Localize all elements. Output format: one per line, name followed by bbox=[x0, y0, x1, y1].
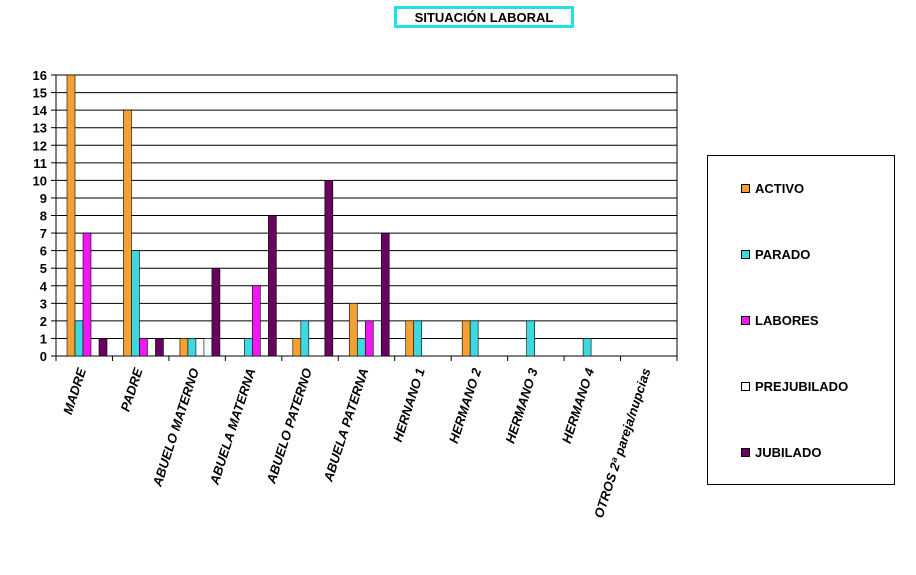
legend-label: PARADO bbox=[755, 246, 811, 262]
legend-label: PREJUBILADO bbox=[755, 378, 849, 394]
y-tick-label: 8 bbox=[40, 209, 47, 224]
legend-label: LABORES bbox=[755, 312, 819, 328]
legend-item: PREJUBILADO bbox=[741, 378, 848, 394]
bar-labores bbox=[82, 232, 92, 357]
bar-activo bbox=[292, 338, 302, 357]
legend-item: ACTIVO bbox=[741, 180, 804, 196]
bar-parado bbox=[74, 320, 84, 357]
bar-jubilado bbox=[155, 338, 164, 357]
y-tick-label: 6 bbox=[40, 244, 47, 259]
category-label: ABUELO PATERNO bbox=[263, 366, 315, 486]
y-tick-label: 5 bbox=[40, 261, 47, 276]
y-tick-label: 13 bbox=[33, 121, 47, 136]
category-label: HERMANO 4 bbox=[559, 366, 598, 446]
y-tick-label: 0 bbox=[40, 349, 47, 364]
category-label: ABUELA PATERNA bbox=[320, 366, 371, 484]
bar-activo bbox=[66, 74, 76, 357]
legend-swatch bbox=[741, 315, 750, 325]
legend-swatch bbox=[741, 381, 750, 391]
legend-label: ACTIVO bbox=[755, 180, 805, 196]
category-label: ABUELO MATERNO bbox=[149, 366, 202, 489]
y-tick-label: 12 bbox=[33, 138, 47, 153]
bar-jubilado bbox=[268, 215, 277, 357]
bar-prejubilado bbox=[372, 320, 382, 357]
bar-labores bbox=[252, 285, 261, 357]
bar-jubilado bbox=[380, 232, 390, 357]
category-label: HERMANO 2 bbox=[446, 366, 485, 446]
legend-swatch bbox=[741, 447, 750, 457]
y-tick-label: 14 bbox=[33, 103, 48, 118]
bar-activo bbox=[461, 320, 471, 357]
bar-activo bbox=[179, 338, 189, 357]
bar-activo bbox=[405, 320, 415, 357]
y-tick-label: 9 bbox=[40, 191, 47, 206]
y-tick-label: 15 bbox=[33, 86, 47, 101]
bar-labores bbox=[139, 338, 148, 357]
y-tick-label: 4 bbox=[40, 279, 48, 294]
bar-parado bbox=[187, 338, 197, 357]
y-tick-label: 1 bbox=[40, 331, 47, 346]
category-label: HERMANO 3 bbox=[502, 366, 541, 446]
bar-parado bbox=[300, 320, 310, 357]
chart-title-text: SITUACIÓN LABORAL bbox=[414, 9, 554, 25]
legend-item: JUBILADO bbox=[741, 444, 821, 460]
bar-parado bbox=[131, 250, 140, 357]
bar-parado bbox=[356, 338, 366, 357]
category-label: ABUELA MATERNA bbox=[206, 366, 258, 487]
bar-labores bbox=[364, 320, 374, 357]
category-label: OTROS 2ª pareja/nupcias bbox=[591, 366, 654, 520]
y-tick-label: 11 bbox=[33, 156, 47, 171]
bar-activo bbox=[123, 109, 132, 357]
legend-item: PARADO bbox=[741, 246, 810, 262]
legend-item: LABORES bbox=[741, 312, 819, 328]
bar-parado bbox=[469, 320, 479, 357]
legend-swatch bbox=[741, 249, 750, 259]
y-tick-label: 10 bbox=[33, 173, 47, 188]
legend-swatch bbox=[741, 183, 750, 193]
bar-parado bbox=[413, 320, 423, 357]
y-tick-label: 3 bbox=[40, 296, 47, 311]
bar-parado bbox=[526, 320, 535, 357]
category-label: PADRE bbox=[118, 366, 146, 413]
y-tick-label: 2 bbox=[40, 314, 47, 329]
y-tick-label: 16 bbox=[33, 68, 47, 83]
category-label: MADRE bbox=[60, 366, 89, 416]
category-label: HERNANO 1 bbox=[390, 366, 428, 443]
chart-title: SITUACIÓN LABORAL bbox=[394, 6, 574, 28]
bar-parado bbox=[244, 338, 253, 357]
legend-label: JUBILADO bbox=[755, 444, 822, 460]
bar-jubilado bbox=[98, 338, 108, 357]
bar-activo bbox=[348, 303, 358, 357]
chart-legend: ACTIVO PARADO LABORES PREJUBILADO JUBILADO bbox=[707, 155, 895, 485]
bar-parado bbox=[582, 338, 592, 357]
bar-jubilado bbox=[324, 180, 334, 357]
y-tick-label: 7 bbox=[40, 226, 47, 241]
bar-prejubilado bbox=[203, 338, 213, 357]
bar-jubilado bbox=[211, 267, 221, 357]
